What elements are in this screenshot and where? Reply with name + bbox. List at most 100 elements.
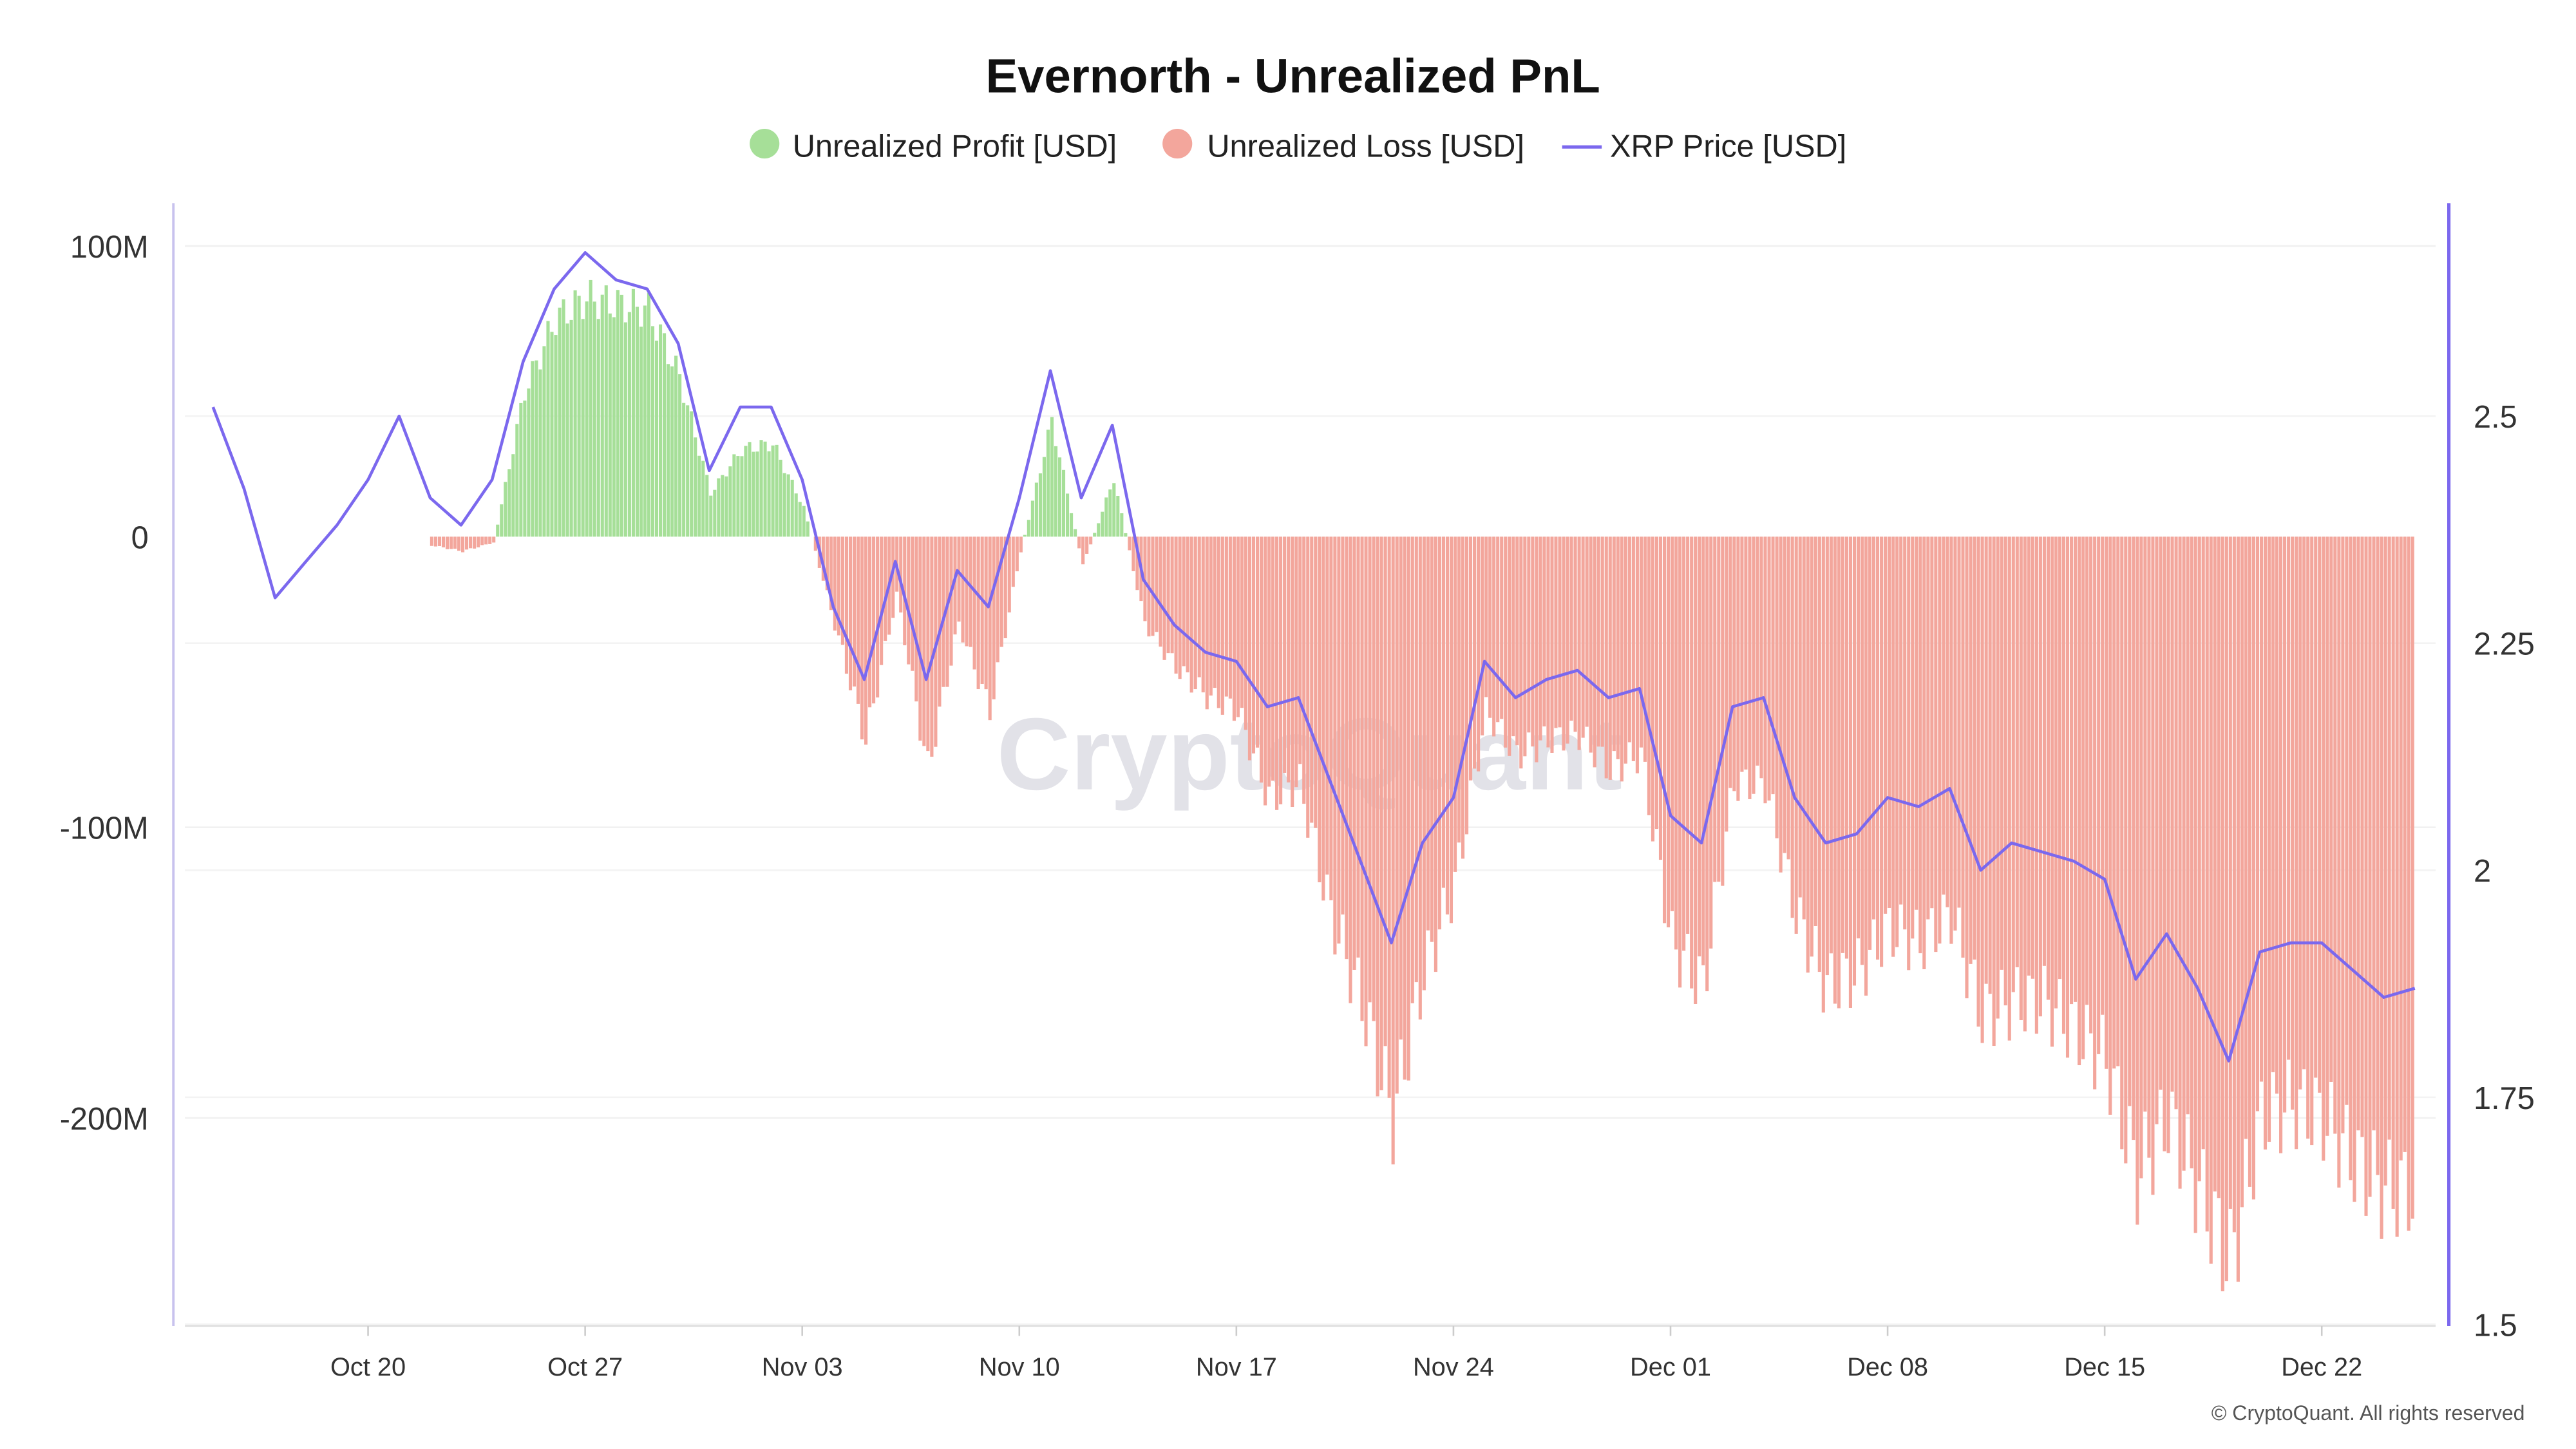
- loss-bar: [1852, 536, 1857, 986]
- loss-bar: [2085, 536, 2089, 1005]
- loss-bar: [1395, 536, 1399, 1094]
- loss-bar: [1662, 536, 1667, 923]
- loss-bar: [907, 536, 911, 665]
- legend-item-price[interactable]: XRP Price [USD]: [1562, 129, 1847, 164]
- loss-bar: [2356, 536, 2360, 1131]
- profit-bar: [604, 285, 608, 537]
- profit-bar: [569, 319, 573, 537]
- profit-bar: [798, 502, 802, 537]
- loss-bar: [2345, 536, 2349, 1105]
- profit-bar: [748, 442, 752, 537]
- profit-bar: [1034, 482, 1038, 537]
- loss-bar: [2139, 536, 2143, 1179]
- loss-bar: [911, 536, 914, 671]
- loss-bar: [449, 536, 453, 549]
- right-tick-label: 2.25: [2474, 627, 2535, 662]
- loss-bar: [2217, 536, 2221, 1198]
- loss-bar: [1244, 536, 1248, 730]
- legend-item-profit[interactable]: Unrealized Profit [USD]: [750, 129, 1117, 164]
- x-tick-label: Oct 27: [547, 1353, 623, 1381]
- profit-bar: [1070, 513, 1074, 537]
- loss-bar: [1868, 536, 1872, 950]
- loss-bar: [2263, 536, 2268, 1150]
- loss-bar: [829, 536, 833, 611]
- profit-bar: [558, 307, 562, 537]
- profit-bar: [596, 319, 600, 537]
- loss-bar: [1550, 536, 1554, 753]
- loss-bar: [2105, 536, 2108, 1069]
- loss-bar: [2271, 536, 2275, 1072]
- loss-bar: [1713, 536, 1717, 882]
- loss-bar: [1779, 536, 1783, 873]
- loss-bar: [1926, 536, 1930, 920]
- profit-bar: [654, 340, 659, 537]
- loss-bar: [1759, 536, 1763, 779]
- loss-bar: [2380, 536, 2383, 1239]
- loss-bar: [1884, 536, 1888, 914]
- profit-bar: [1057, 457, 1062, 537]
- loss-bar: [1341, 536, 1345, 915]
- loss-bar: [922, 536, 926, 746]
- loss-bar: [1783, 536, 1786, 853]
- loss-bar: [2360, 536, 2364, 1137]
- profit-bar: [682, 402, 686, 537]
- loss-bar: [1511, 536, 1515, 737]
- loss-bar: [1612, 536, 1616, 752]
- loss-bar: [860, 536, 864, 740]
- loss-bar: [1539, 536, 1542, 741]
- loss-bar: [1911, 536, 1915, 939]
- loss-bar: [2383, 536, 2387, 1186]
- loss-bar: [1775, 536, 1779, 838]
- loss-bar: [1969, 536, 1973, 964]
- loss-bar: [1201, 536, 1205, 693]
- loss-bar: [1170, 536, 1174, 654]
- loss-bar: [1756, 536, 1759, 766]
- loss-bar: [1449, 536, 1454, 923]
- loss-bar: [1003, 536, 1007, 639]
- profit-bar: [670, 366, 674, 537]
- loss-bar: [2031, 536, 2034, 979]
- loss-bar: [1508, 536, 1511, 756]
- loss-bar: [844, 536, 849, 674]
- loss-bar: [2368, 536, 2372, 1197]
- loss-bar: [477, 536, 480, 547]
- loss-bar: [891, 536, 895, 618]
- profit-bar: [674, 355, 678, 537]
- loss-bar: [1798, 536, 1802, 898]
- loss-bar: [2193, 536, 2197, 1233]
- loss-bar: [441, 536, 446, 547]
- profit-bar: [1046, 430, 1050, 537]
- profit-bar: [546, 321, 550, 537]
- loss-bar: [945, 536, 949, 687]
- profit-bar: [623, 322, 627, 537]
- loss-bar: [2322, 536, 2325, 1161]
- right-tick-label: 2.5: [2474, 400, 2517, 435]
- loss-bar: [1434, 536, 1437, 972]
- loss-bar: [1915, 536, 1918, 910]
- loss-bar: [2295, 536, 2298, 1150]
- profit-bar: [694, 437, 697, 537]
- profit-bar: [701, 460, 705, 537]
- profit-bar: [620, 294, 623, 537]
- profit-bar: [1066, 493, 1070, 537]
- loss-bar: [1627, 536, 1631, 743]
- loss-bar: [984, 536, 988, 690]
- loss-bar: [1143, 536, 1147, 621]
- loss-bar: [1007, 536, 1011, 612]
- loss-bar: [2391, 536, 2395, 1209]
- loss-bar: [1422, 536, 1426, 990]
- loss-bar: [876, 536, 880, 698]
- loss-bar: [1922, 536, 1926, 970]
- profit-bar: [697, 455, 701, 537]
- profit-bar: [1061, 469, 1066, 537]
- loss-bar: [1349, 536, 1352, 1003]
- loss-bar: [1666, 536, 1671, 927]
- loss-bar: [1519, 536, 1523, 769]
- loss-bar: [1298, 536, 1302, 764]
- loss-bar: [996, 536, 999, 663]
- loss-bar: [2136, 536, 2139, 1225]
- loss-bar: [1213, 536, 1217, 688]
- loss-bar: [1437, 536, 1441, 930]
- legend-item-loss[interactable]: Unrealized Loss [USD]: [1162, 129, 1524, 164]
- x-axis-ticks: Oct 20 Oct 27 Nov 03 Nov 10 Nov 17 Nov 24 Dec …: [330, 1325, 2362, 1381]
